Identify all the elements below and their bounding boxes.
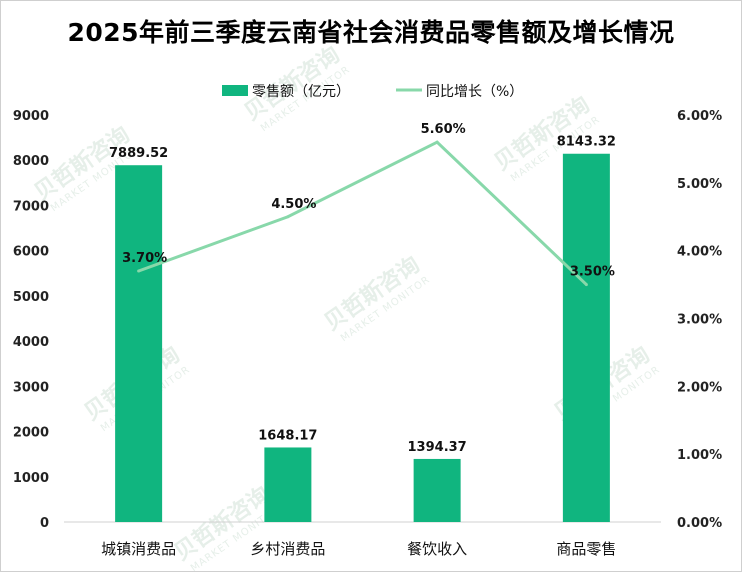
data-labels: 7889.52 1648.17 1394.37 8143.32 3.70% 4.50% 5.… bbox=[109, 122, 616, 455]
left-tick-label: 2000 bbox=[13, 426, 49, 441]
bar bbox=[264, 447, 312, 522]
right-tick-label: 0.00% bbox=[677, 516, 722, 531]
line-point bbox=[137, 269, 141, 273]
bar bbox=[115, 165, 163, 522]
category-label: 乡村消费品 bbox=[250, 540, 325, 558]
left-tick-label: 1000 bbox=[13, 471, 49, 486]
legend-line-label: 同比增长（%） bbox=[426, 84, 523, 100]
legend-bar-swatch bbox=[222, 85, 248, 96]
right-tick-label: 2.00% bbox=[677, 380, 722, 395]
line-value-label: 5.60% bbox=[421, 122, 466, 137]
right-tick-label: 5.00% bbox=[677, 177, 722, 192]
left-tick-label: 7000 bbox=[13, 199, 49, 214]
legend: 零售额（亿元） 同比增长（%） bbox=[222, 84, 523, 100]
left-tick-label: 9000 bbox=[13, 109, 49, 124]
left-tick-label: 8000 bbox=[13, 154, 49, 169]
category-label: 商品零售 bbox=[556, 540, 616, 558]
left-tick-label: 4000 bbox=[13, 335, 49, 350]
bar-value-label: 8143.32 bbox=[557, 135, 616, 150]
bars bbox=[115, 153, 610, 522]
right-tick-label: 4.00% bbox=[677, 245, 722, 260]
bar-value-label: 1394.37 bbox=[408, 440, 467, 455]
line-point bbox=[584, 283, 588, 287]
right-tick-label: 3.00% bbox=[677, 313, 722, 328]
left-axis: 0 1000 2000 3000 4000 5000 6000 7000 8000 9000 bbox=[13, 109, 49, 531]
right-tick-label: 1.00% bbox=[677, 448, 722, 463]
category-label: 餐饮收入 bbox=[407, 540, 467, 558]
left-tick-label: 0 bbox=[40, 516, 49, 531]
growth-line bbox=[137, 140, 588, 287]
left-tick-label: 5000 bbox=[13, 290, 49, 305]
growth-line-path bbox=[138, 140, 588, 286]
left-tick-label: 6000 bbox=[13, 245, 49, 260]
line-value-label: 3.50% bbox=[570, 265, 615, 280]
bar bbox=[413, 458, 461, 522]
line-point bbox=[286, 215, 290, 219]
bar-value-label: 7889.52 bbox=[109, 146, 168, 161]
bar-value-label: 1648.17 bbox=[258, 428, 317, 443]
line-value-label: 4.50% bbox=[271, 197, 316, 212]
bar bbox=[562, 153, 610, 522]
left-tick-label: 3000 bbox=[13, 380, 49, 395]
right-axis: 0.00% 1.00% 2.00% 3.00% 4.00% 5.00% 6.00% bbox=[677, 109, 722, 531]
category-labels: 城镇消费品 乡村消费品 餐饮收入 商品零售 bbox=[101, 540, 616, 558]
right-tick-label: 6.00% bbox=[677, 109, 722, 124]
legend-bar-label: 零售额（亿元） bbox=[252, 84, 350, 100]
line-value-label: 3.70% bbox=[122, 251, 167, 266]
category-label: 城镇消费品 bbox=[101, 540, 176, 558]
chart-title: 2025年前三季度云南省社会消费品零售额及增长情况 bbox=[67, 18, 675, 47]
line-point bbox=[435, 140, 439, 144]
